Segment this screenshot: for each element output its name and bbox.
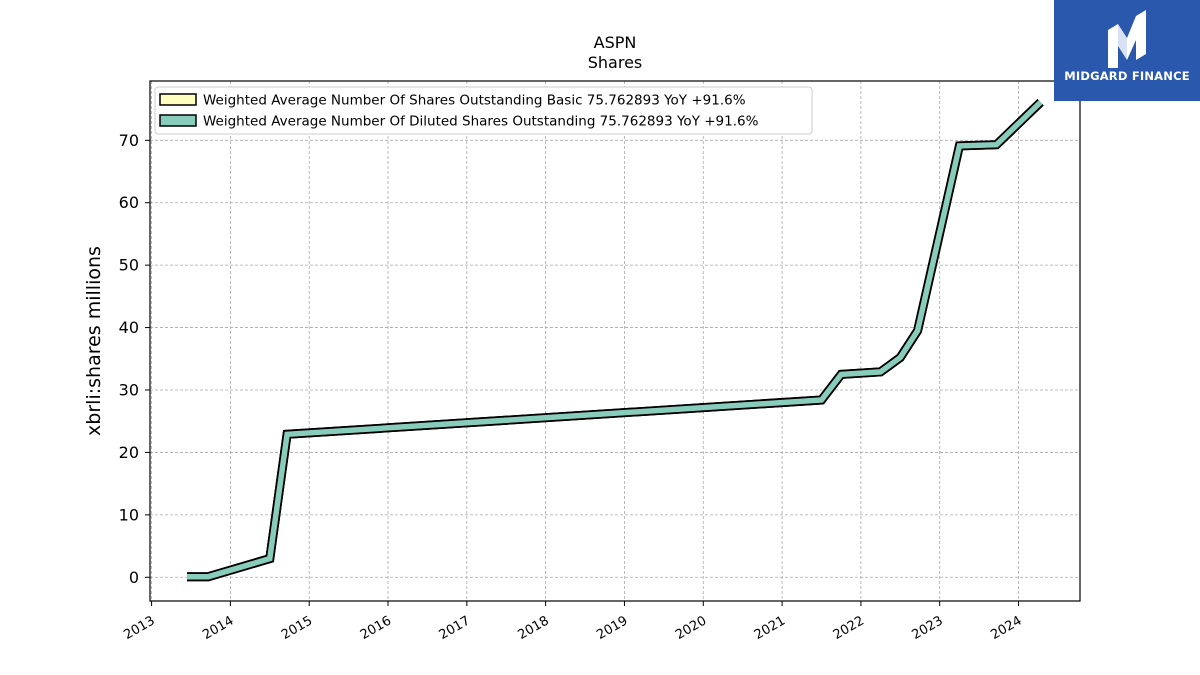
legend: Weighted Average Number Of Shares Outsta…	[154, 86, 813, 135]
y-tick-label: 10	[119, 505, 139, 524]
plot-frame	[149, 80, 1081, 602]
x-tick-label: 2015	[279, 613, 315, 643]
y-tick-label: 70	[119, 131, 139, 150]
grid	[150, 81, 1080, 601]
x-tick-label: 2020	[673, 613, 709, 643]
x-tick-label: 2022	[831, 613, 867, 643]
midgard-monogram-icon	[1108, 10, 1146, 68]
y-axis-label: xbrli:shares millions	[83, 246, 105, 436]
x-axis-ticks: 2013 2014 2015 2016 2017 2018 2019 2020 2021 2022…	[121, 601, 1025, 643]
legend-swatch-diluted	[159, 114, 197, 127]
chart-subtitle: Shares	[588, 53, 643, 72]
legend-swatch-basic	[159, 93, 197, 106]
y-tick-label: 20	[119, 443, 139, 462]
chart-title: ASPN	[594, 33, 637, 52]
y-tick-label: 50	[119, 256, 139, 275]
brand-logo: MIDGARD FINANCE	[1054, 0, 1200, 101]
brand-name: MIDGARD FINANCE	[1064, 69, 1190, 83]
y-tick-label: 40	[119, 318, 139, 337]
y-tick-label: 0	[129, 568, 139, 587]
x-tick-label: 2017	[437, 613, 473, 643]
x-tick-label: 2024	[988, 613, 1024, 643]
x-tick-label: 2018	[515, 613, 551, 643]
x-tick-label: 2021	[752, 613, 788, 643]
x-tick-label: 2023	[910, 613, 946, 643]
x-tick-label: 2019	[594, 613, 630, 643]
legend-label-basic: Weighted Average Number Of Shares Outsta…	[203, 93, 746, 109]
legend-box	[154, 86, 813, 135]
series-line-1	[187, 100, 1043, 580]
x-tick-label: 2016	[358, 613, 394, 643]
x-tick-label: 2014	[200, 613, 236, 643]
y-axis-ticks: 0 10 20 30 40 50 60 70	[119, 131, 150, 587]
x-tick-label: 2013	[121, 613, 157, 643]
y-tick-label: 30	[119, 381, 139, 400]
series-lines	[187, 98, 1044, 582]
y-tick-label: 60	[119, 193, 139, 212]
legend-label-diluted: Weighted Average Number Of Diluted Share…	[203, 114, 759, 130]
